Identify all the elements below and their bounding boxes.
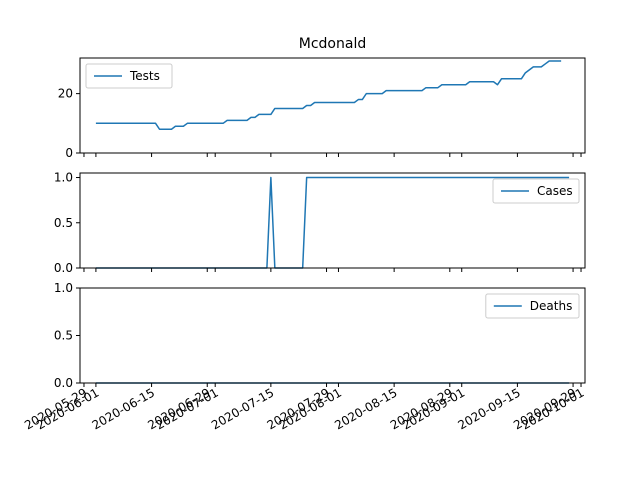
legend-box bbox=[85, 63, 173, 89]
legend: Tests bbox=[85, 63, 173, 89]
legend-label: Deaths bbox=[530, 299, 573, 313]
subplot-cases: 0.0 0.5 1.0 Cases bbox=[54, 171, 586, 275]
y-tick-label: 1.0 bbox=[54, 171, 73, 185]
x-tick-label: 2020-09-15 bbox=[455, 385, 522, 432]
y-tick-label: 0.0 bbox=[54, 261, 73, 275]
y-tick-label: 1.0 bbox=[54, 281, 73, 295]
subplot-deaths: 0.0 0.5 1.0 Deaths bbox=[54, 281, 586, 390]
legend-label: Cases bbox=[537, 184, 573, 198]
legend-box bbox=[485, 293, 580, 319]
y-tick-label: 20 bbox=[58, 87, 73, 101]
legend: Cases bbox=[492, 178, 580, 204]
chart-panels: 0 20 Tests 0.0 0.5 1.0 Cases 0.0 0.5 1.0 Deaths bbox=[54, 57, 586, 390]
series-line-tests bbox=[95, 60, 562, 130]
legend-label: Tests bbox=[129, 69, 160, 83]
x-tick-label: 2020-07-15 bbox=[209, 385, 276, 432]
y-tick-label: 0.5 bbox=[54, 329, 73, 343]
y-tick-label: 0.5 bbox=[54, 216, 73, 230]
chart-title: Mcdonald bbox=[299, 36, 366, 52]
legend: Deaths bbox=[485, 293, 580, 319]
x-tick-label: 2020-08-15 bbox=[332, 385, 399, 432]
axis-frame bbox=[79, 57, 586, 154]
subplot-tests: 0 20 Tests bbox=[58, 57, 586, 160]
x-tick-labels: 2020-05-292020-06-012020-06-152020-06-29… bbox=[22, 385, 586, 432]
axis-frame bbox=[79, 172, 586, 269]
legend-box bbox=[492, 178, 580, 204]
y-tick-label: 0 bbox=[65, 146, 73, 160]
y-tick-label: 0.0 bbox=[54, 376, 73, 390]
x-tick-label: 2020-06-15 bbox=[90, 385, 157, 432]
